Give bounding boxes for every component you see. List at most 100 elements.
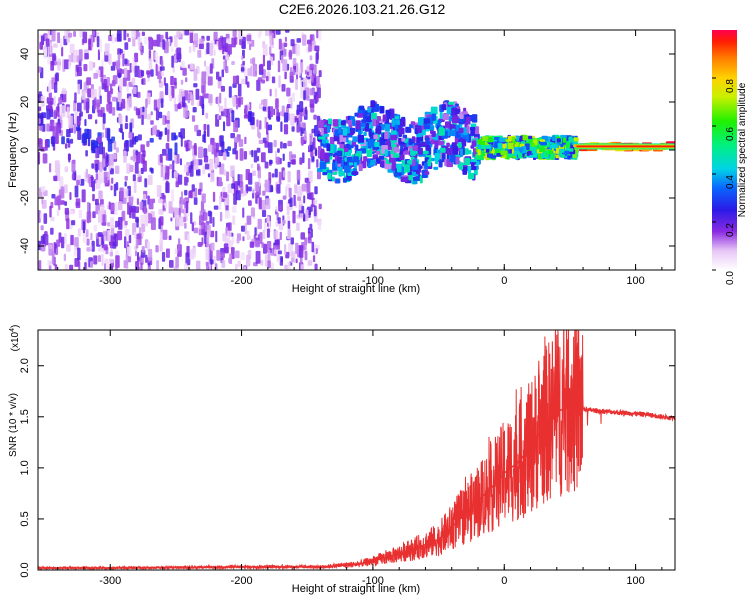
heatmap-cell — [56, 209, 60, 217]
heatmap-cell — [189, 63, 194, 70]
heatmap-cell — [469, 126, 476, 131]
heatmap-cell — [159, 154, 163, 163]
heatmap-cell — [208, 94, 213, 104]
heatmap-cell — [262, 106, 267, 111]
heatmap-cell — [503, 155, 507, 159]
heatmap-cell — [564, 150, 570, 155]
snr-y-multiplier: (x104) — [9, 325, 21, 352]
heatmap-cell — [531, 142, 535, 147]
heatmap-cell — [265, 30, 270, 36]
heatmap-cell — [95, 163, 98, 173]
heatmap-cell — [289, 71, 294, 80]
heatmap-cell — [64, 59, 69, 70]
heatmap-cell — [318, 220, 322, 230]
heatmap-cell — [355, 120, 361, 130]
heatmap-cell — [193, 143, 197, 155]
heatmap-cell — [158, 198, 163, 204]
heatmap-cell — [124, 58, 128, 65]
heatmap-cell — [73, 31, 76, 37]
heatmap-cell — [54, 82, 58, 93]
heatmap-cell — [227, 183, 232, 194]
heatmap-cell — [280, 141, 283, 149]
heatmap-cell — [126, 33, 129, 38]
heatmap-cell — [123, 142, 128, 150]
heatmap-cell — [266, 132, 269, 142]
heatmap-cell — [150, 168, 154, 174]
heatmap-cell — [216, 157, 220, 166]
heatmap-cell — [232, 215, 236, 225]
heatmap-cell — [230, 133, 235, 139]
heatmap-cell — [152, 198, 156, 204]
heatmap-cell — [71, 160, 76, 173]
heatmap-cell — [156, 185, 162, 198]
heatmap-cell — [326, 144, 331, 152]
heatmap-cell — [379, 106, 385, 114]
heatmap-cell — [162, 205, 165, 210]
heatmap-cell — [463, 128, 468, 136]
heatmap-cell — [84, 119, 87, 127]
colorbar-tick-label: 0.2 — [725, 223, 736, 237]
heatmap-cell — [267, 142, 273, 154]
heatmap-cell — [90, 35, 94, 48]
heatmap-cell — [166, 248, 170, 258]
heatmap-cell — [87, 114, 93, 120]
heatmap-cell — [237, 83, 242, 97]
heatmap-cell — [295, 242, 299, 255]
colorbar-tick-label: 0.4 — [725, 175, 736, 189]
heatmap-cell — [203, 155, 209, 163]
snr-x-tick-label: 100 — [626, 575, 644, 587]
heatmap-cell — [142, 150, 146, 158]
heatmap-cell — [84, 53, 89, 60]
heatmap-cell — [437, 120, 442, 124]
heatmap-cell — [368, 128, 372, 136]
heatmap-cell — [244, 105, 248, 117]
heatmap-cell — [540, 141, 547, 146]
heatmap-cell — [473, 169, 478, 176]
heatmap-cell — [134, 162, 139, 174]
heatmap-cell — [281, 42, 285, 50]
heatmap-cell — [125, 115, 128, 123]
heatmap-cell — [244, 66, 247, 78]
heatmap-cell — [64, 233, 67, 244]
heatmap-cell — [50, 136, 56, 145]
heatmap-cell — [106, 128, 111, 141]
heatmap-cell — [215, 230, 218, 243]
heatmap-cell — [170, 217, 173, 222]
heatmap-cell — [284, 36, 287, 42]
heatmap-cell — [220, 252, 225, 258]
heatmap-cell — [115, 165, 120, 174]
heatmap-cell — [97, 109, 103, 117]
heatmap-cell — [405, 126, 412, 133]
heatmap-cell — [427, 159, 432, 167]
heatmap-cell — [44, 34, 48, 40]
heatmap-cell — [393, 147, 400, 153]
heatmap-cell — [91, 88, 96, 99]
heatmap-cell — [285, 30, 290, 33]
heatmap-cell — [550, 152, 555, 160]
heatmap-cell — [108, 154, 114, 166]
heatmap-cell — [137, 134, 142, 141]
heatmap-cell — [201, 71, 207, 85]
heatmap-cell — [434, 153, 440, 161]
heatmap-cell — [134, 206, 139, 213]
heatmap-cell — [135, 261, 140, 270]
snr-y-tick-label: 0.5 — [19, 511, 31, 526]
heatmap-cell — [224, 200, 227, 207]
heatmap-cell — [117, 230, 123, 241]
heatmap-cell — [430, 139, 435, 145]
heatmap-cell — [314, 263, 318, 270]
heatmap-cell — [217, 76, 222, 82]
heatmap-cell — [357, 109, 364, 114]
heatmap-cell — [274, 168, 278, 178]
heatmap-cell — [236, 75, 240, 85]
heatmap-cell — [40, 95, 45, 107]
heatmap-cell — [266, 228, 270, 238]
heatmap-cell — [299, 101, 304, 113]
heatmap-cell — [301, 183, 307, 192]
heatmap-cell — [242, 207, 245, 218]
heatmap-cell — [68, 153, 71, 163]
heatmap-cell — [518, 147, 524, 152]
heatmap-cell — [209, 250, 213, 259]
colorbar-gradient — [712, 30, 737, 270]
heatmap-cell — [97, 136, 102, 144]
